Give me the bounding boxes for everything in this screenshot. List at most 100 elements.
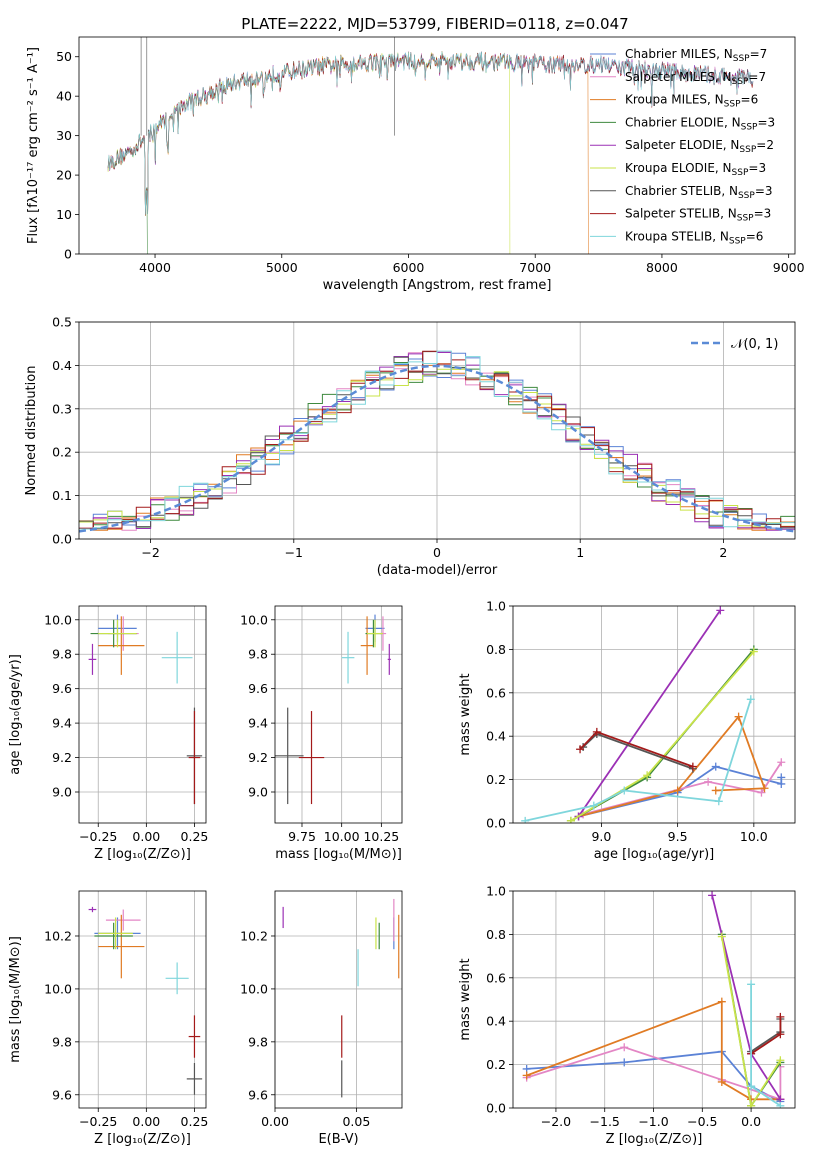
- y-tick-label: 9.6: [52, 681, 72, 696]
- spectrum-line-krou_elodie: [107, 51, 511, 254]
- y-tick-label: 40: [56, 89, 72, 104]
- weight-marker-salp_stelib: [776, 1030, 785, 1039]
- y-axis-label: Flux [fλ10⁻¹⁷ erg cm⁻² s⁻¹ A⁻¹]: [26, 47, 41, 244]
- legend-entry: Salpeter STELIB, NSSP=3: [625, 207, 771, 224]
- legend-suffix: =6: [741, 93, 759, 107]
- y-tick-label: 9.2: [248, 750, 268, 765]
- weight-marker-krou_miles: [760, 784, 769, 793]
- legend-suffix: =3: [748, 161, 766, 175]
- axes-frame: [512, 890, 796, 1109]
- x-tick-label: 8000: [646, 260, 678, 275]
- legend-subscript: SSP: [739, 145, 756, 155]
- weight-marker-salp_miles: [777, 758, 786, 767]
- y-tick-label: 0.8: [486, 927, 506, 942]
- x-axis-label: (data-model)/error: [377, 563, 498, 578]
- x-tick-label: 1: [576, 545, 584, 560]
- axes-frame: [78, 605, 207, 824]
- legend-label: Kroupa STELIB, N: [625, 229, 729, 243]
- weight-marker-salp_miles: [757, 788, 766, 797]
- y-tick-label: 20: [56, 168, 72, 183]
- x-tick-label: 9.0: [591, 829, 611, 844]
- spectrum-line-krou_stelib: [107, 51, 754, 215]
- y-tick-label: 0.4: [486, 729, 506, 744]
- histogram-chab_miles: [79, 352, 795, 530]
- panel-residuals: −2 −1 0 1 2 0.0 0.1 0.2 0.3 0.4 0.5 (data-model)/er…: [24, 315, 796, 578]
- y-tick-label: 9.8: [248, 647, 268, 662]
- legend-entry: Chabrier MILES, NSSP=7: [625, 47, 767, 64]
- panel-age_vs_z: −0.25 0.00 0.25 9.0 9.2 9.4 9.6 9.8 10.0 Z [log₁₀…: [8, 605, 208, 862]
- weight-marker-krou_elodie: [717, 932, 726, 941]
- x-tick-label: 4000: [139, 260, 171, 275]
- x-tick-label: −1.0: [638, 1114, 668, 1129]
- chart-panels: 4000 5000 6000 7000 8000 900001020304050wavel…: [8, 36, 805, 1147]
- panel-spectrum: 4000 5000 6000 7000 8000 9000 0 10 20 30 40 50 wavel…: [26, 36, 805, 293]
- normal-curve: [79, 364, 795, 533]
- y-tick-label: 0.6: [486, 685, 506, 700]
- weight-marker-salp_stelib: [776, 1012, 785, 1021]
- plot-area-spectrum: [107, 37, 754, 254]
- weight-marker-chab_miles: [620, 1058, 629, 1067]
- x-tick-label: −0.25: [79, 829, 117, 844]
- axes-frame: [78, 36, 796, 255]
- y-tick-label: 0.4: [52, 358, 72, 373]
- y-tick-label: 9.8: [52, 647, 72, 662]
- y-tick-label: 9.4: [52, 716, 72, 731]
- weight-marker-krou_stelib: [746, 695, 755, 704]
- y-tick-label: 0.3: [52, 401, 72, 416]
- weight-marker-chab_miles: [777, 773, 786, 782]
- legend-label: Salpeter STELIB, N: [625, 207, 737, 221]
- x-tick-label: 10.25: [363, 829, 399, 844]
- x-axis-label: Z [log₁₀(Z/Z⊙)]: [606, 1132, 703, 1147]
- x-tick-label: 0.00: [132, 829, 160, 844]
- legend-label: Chabrier ELODIE, N: [625, 115, 741, 129]
- legend-label: Chabrier STELIB, N: [625, 184, 738, 198]
- legend-subscript: SSP: [738, 191, 755, 201]
- spectrum-line-chab_elodie: [107, 133, 148, 254]
- x-tick-label: −2: [141, 545, 159, 560]
- axes-frame: [78, 321, 796, 540]
- x-axis-label: age [log₁₀(age/yr)]: [594, 847, 715, 862]
- y-tick-label: 0.2: [52, 445, 72, 460]
- x-axis-label: wavelength [Angstrom, rest frame]: [323, 278, 552, 293]
- legend-subscript: SSP: [732, 77, 749, 87]
- y-tick-label: 0.2: [486, 1057, 506, 1072]
- weight-marker-krou_elodie: [643, 771, 652, 780]
- panel-mass_vs_ebv: 0.00 0.05 9.6 9.8 10.0 10.2 E(B-V): [240, 890, 403, 1147]
- weight-marker-krou_stelib: [714, 797, 723, 806]
- axes-frame: [274, 890, 403, 1109]
- y-axis-label: mass weight: [458, 958, 473, 1040]
- legend-entry: Kroupa STELIB, NSSP=6: [625, 229, 763, 246]
- weight-line-chab_stelib: [582, 732, 694, 770]
- weight-marker-salp_miles: [704, 777, 713, 786]
- y-tick-label: 10: [56, 207, 72, 222]
- plot-area-age_vs_z: [88, 614, 203, 805]
- x-axis-label: Z [log₁₀(Z/Z⊙)]: [94, 1132, 191, 1147]
- y-tick-label: 0.6: [486, 970, 506, 985]
- y-tick-label: 0.0: [52, 532, 72, 547]
- weight-marker-salp_stelib: [688, 762, 697, 771]
- weight-marker-krou_elodie: [566, 816, 575, 823]
- legend-label: Salpeter ELODIE, N: [625, 138, 739, 152]
- weight-marker-krou_stelib: [620, 786, 629, 795]
- legend-subscript: SSP: [741, 122, 758, 132]
- legend-suffix: =7: [750, 47, 768, 61]
- y-tick-label: 1.0: [486, 884, 506, 899]
- x-tick-label: −2.0: [541, 1114, 571, 1129]
- axes-frame: [512, 605, 796, 824]
- weight-marker-krou_miles: [711, 786, 720, 795]
- legend-subscript: SSP: [733, 54, 750, 64]
- legend-label: Salpeter MILES, N: [625, 70, 732, 84]
- x-tick-label: 9.5: [668, 829, 688, 844]
- plot-area-age_vs_mass: [275, 614, 391, 805]
- weight-marker-krou_miles: [717, 997, 726, 1006]
- y-tick-label: 10.0: [240, 981, 268, 996]
- x-tick-label: 0.0: [741, 1114, 761, 1129]
- spectrum-line-krou_miles: [107, 51, 589, 254]
- weight-marker-chab_miles: [711, 762, 720, 771]
- x-axis-label: mass [log₁₀(M/M⊙)]: [275, 847, 402, 862]
- x-tick-label: 5000: [266, 260, 298, 275]
- y-tick-label: 9.8: [52, 1034, 72, 1049]
- x-tick-label: 0: [433, 545, 441, 560]
- x-tick-label: 0.25: [181, 1114, 209, 1129]
- normal-legend-label: 𝒩(0, 1): [731, 337, 778, 352]
